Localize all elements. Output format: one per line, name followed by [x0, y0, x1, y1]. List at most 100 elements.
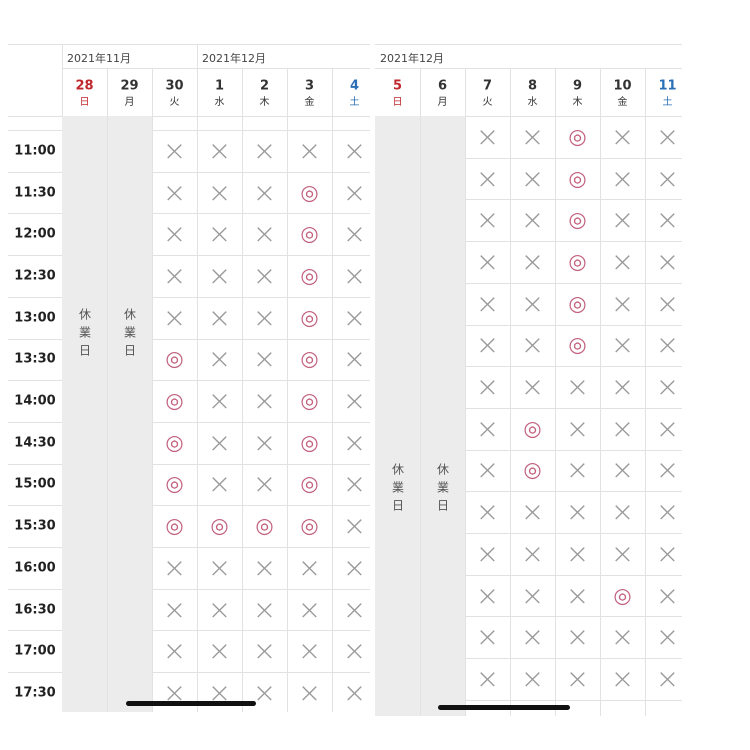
unavailable-slot: × — [162, 217, 187, 251]
border — [465, 366, 682, 368]
unavailable-slot: × — [342, 300, 367, 334]
unavailable-slot: × — [162, 550, 187, 584]
available-slot: ◎ — [300, 430, 319, 455]
weekday: 水 — [527, 97, 538, 108]
available-slot: ◎ — [165, 471, 184, 496]
border — [242, 68, 243, 712]
day-number: 11 — [658, 78, 677, 94]
unavailable-slot: × — [475, 661, 500, 695]
border — [152, 171, 370, 173]
unavailable-slot: × — [565, 620, 590, 654]
unavailable-slot: × — [162, 675, 187, 709]
available-slot: ◎ — [165, 388, 184, 413]
available-slot: ◎ — [568, 124, 587, 149]
border — [8, 338, 62, 340]
time-label: 12:00 — [14, 226, 56, 242]
available-slot: ◎ — [568, 291, 587, 316]
border — [8, 505, 62, 507]
day-number: 1 — [214, 78, 225, 94]
day-number: 30 — [165, 78, 184, 94]
unavailable-slot: × — [162, 258, 187, 292]
time-label: 11:00 — [14, 143, 56, 159]
closed-column — [62, 116, 107, 712]
available-slot: ◎ — [255, 513, 274, 538]
unavailable-slot: × — [655, 620, 680, 654]
border — [152, 630, 370, 632]
day-number: 29 — [120, 78, 139, 94]
time-label: 17:00 — [14, 643, 56, 659]
unavailable-slot: × — [475, 244, 500, 278]
border — [8, 44, 370, 45]
border — [420, 68, 421, 716]
unavailable-slot: × — [297, 634, 322, 668]
day-number: 9 — [572, 78, 583, 94]
unavailable-slot: × — [475, 161, 500, 195]
available-slot: ◎ — [300, 221, 319, 246]
border — [8, 116, 370, 117]
unavailable-slot: × — [520, 661, 545, 695]
weekday: 日 — [392, 97, 403, 108]
calendar-panel: 休業日 2021年12月 5 日休業日 6 月 7 火 8 水 9 木 10 金 11 土 × × ◎ × × × × ◎ × ×… — [375, 44, 682, 716]
unavailable-slot: × — [207, 300, 232, 334]
unavailable-slot: × — [475, 495, 500, 529]
border — [152, 505, 370, 507]
unavailable-slot: × — [207, 425, 232, 459]
unavailable-slot: × — [252, 217, 277, 251]
unavailable-slot: × — [475, 536, 500, 570]
border — [62, 68, 370, 69]
unavailable-slot: × — [655, 661, 680, 695]
available-slot: ◎ — [300, 388, 319, 413]
border — [8, 463, 62, 465]
unavailable-slot: × — [342, 592, 367, 626]
unavailable-slot: × — [565, 411, 590, 445]
unavailable-slot: × — [252, 384, 277, 418]
weekday: 金 — [304, 97, 315, 108]
day-number: 5 — [392, 78, 403, 94]
unavailable-slot: × — [207, 592, 232, 626]
unavailable-slot: × — [520, 578, 545, 612]
border — [107, 68, 108, 712]
unavailable-slot: × — [297, 592, 322, 626]
available-slot: ◎ — [300, 263, 319, 288]
unavailable-slot: × — [520, 119, 545, 153]
border — [152, 547, 370, 548]
border — [465, 68, 466, 716]
time-label: 13:30 — [14, 351, 56, 367]
unavailable-slot: × — [162, 634, 187, 668]
closed-label: 休業日 — [435, 463, 450, 517]
day-number: 8 — [527, 78, 538, 94]
border — [8, 296, 62, 298]
unavailable-slot: × — [252, 342, 277, 376]
border — [152, 213, 370, 215]
unavailable-slot: × — [610, 620, 635, 654]
border — [465, 241, 682, 243]
border — [645, 68, 646, 716]
border — [8, 171, 62, 173]
day-number: 6 — [437, 78, 448, 94]
border — [465, 699, 682, 701]
unavailable-slot: × — [475, 620, 500, 654]
unavailable-slot: × — [610, 286, 635, 320]
closed-column — [107, 116, 152, 712]
weekday: 日 — [79, 97, 90, 108]
weekday: 土 — [662, 97, 673, 108]
unavailable-slot: × — [520, 328, 545, 362]
unavailable-slot: × — [475, 578, 500, 612]
unavailable-slot: × — [207, 133, 232, 167]
time-label: 11:30 — [14, 185, 56, 201]
unavailable-slot: × — [475, 453, 500, 487]
unavailable-slot: × — [610, 203, 635, 237]
closed-label: 休業日 — [77, 308, 92, 362]
border — [8, 255, 62, 257]
unavailable-slot: × — [252, 133, 277, 167]
unavailable-slot: × — [342, 634, 367, 668]
time-label: 12:30 — [14, 268, 56, 284]
border — [8, 672, 62, 674]
unavailable-slot: × — [252, 258, 277, 292]
unavailable-slot: × — [610, 453, 635, 487]
weekday: 月 — [124, 97, 135, 108]
unavailable-slot: × — [162, 300, 187, 334]
border — [152, 463, 370, 465]
unavailable-slot: × — [252, 550, 277, 584]
